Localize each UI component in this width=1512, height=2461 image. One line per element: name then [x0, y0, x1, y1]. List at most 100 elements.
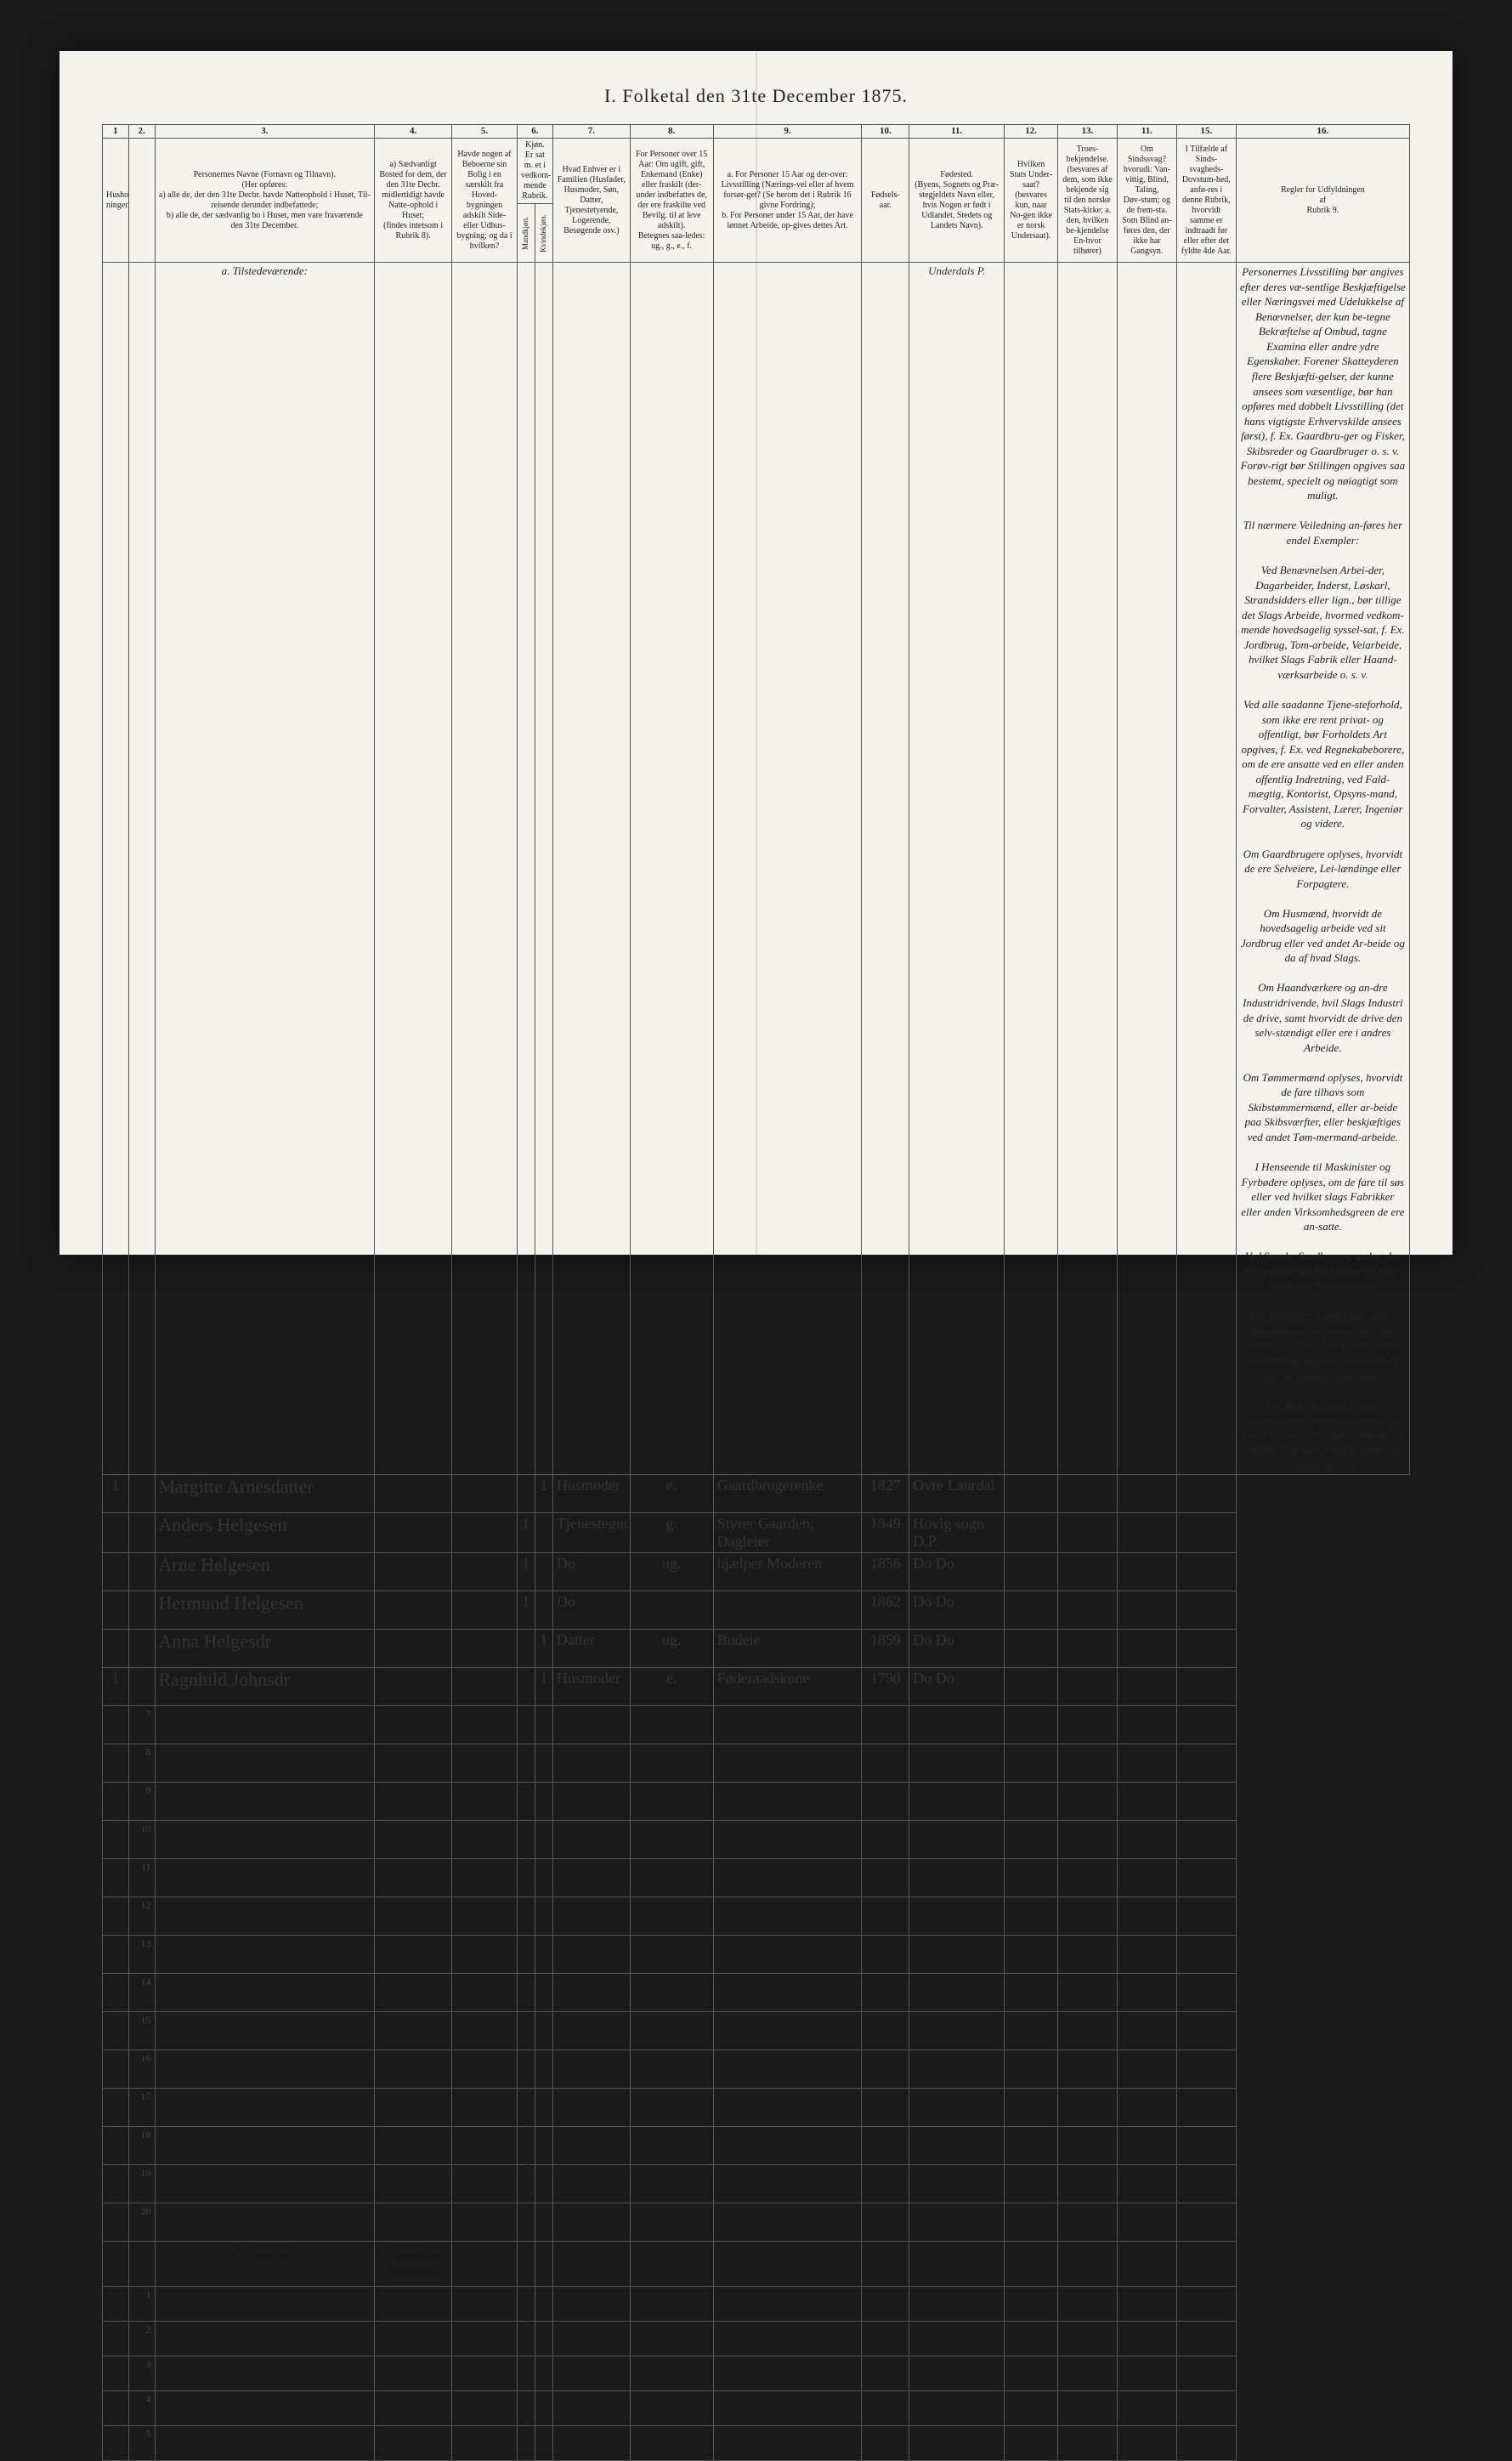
empty-cell — [1117, 2287, 1176, 2322]
section-absent-label: b. Fraværende: — [155, 2242, 375, 2287]
empty-cell — [1005, 1821, 1058, 1859]
empty-cell — [375, 1897, 452, 1936]
empty-cell — [517, 2391, 535, 2426]
empty-cell — [535, 2127, 552, 2165]
empty-cell — [1176, 1897, 1236, 1936]
person-name: Anna Helgesdr — [155, 1630, 375, 1668]
empty-cell — [375, 2203, 452, 2242]
empty-cell — [909, 2287, 1005, 2322]
empty-cell — [713, 1783, 862, 1821]
row-number: 17 — [128, 2089, 155, 2127]
col5 — [452, 1630, 518, 1668]
person-name: Margitte Arnesdatter — [155, 1475, 375, 1513]
empty-cell — [103, 2165, 129, 2203]
empty-cell — [1005, 2356, 1058, 2391]
empty-cell — [713, 1897, 862, 1936]
empty-cell — [862, 2287, 909, 2322]
relation: Husmoder — [552, 1475, 630, 1513]
household-no — [103, 1553, 129, 1591]
empty-cell — [452, 2127, 518, 2165]
empty-cell — [155, 2426, 375, 2461]
empty-cell — [1117, 1897, 1176, 1936]
empty-cell — [452, 2203, 518, 2242]
column-number: 3. — [155, 125, 375, 139]
empty-cell — [103, 2356, 129, 2391]
empty-cell — [452, 1744, 518, 1783]
row-number: 15 — [128, 2012, 155, 2050]
row-number: 13 — [128, 1936, 155, 1974]
empty-cell — [1005, 2089, 1058, 2127]
row-number: 10 — [128, 1821, 155, 1859]
empty-cell — [909, 2322, 1005, 2356]
col4 — [375, 1591, 452, 1630]
empty-cell — [862, 2127, 909, 2165]
empty-cell — [630, 2426, 713, 2461]
empty-cell — [862, 1783, 909, 1821]
empty-cell — [517, 2322, 535, 2356]
col14 — [1117, 1668, 1176, 1706]
empty-cell — [1058, 1821, 1118, 1859]
empty-cell — [552, 1859, 630, 1897]
empty-cell — [517, 1859, 535, 1897]
empty-cell — [535, 2287, 552, 2322]
table-row: 13 — [103, 1936, 1410, 1974]
empty-cell — [713, 2356, 862, 2391]
empty-cell — [862, 1897, 909, 1936]
empty-cell — [713, 2089, 862, 2127]
empty-cell — [155, 2203, 375, 2242]
empty-cell — [552, 2356, 630, 2391]
col13 — [1058, 1553, 1118, 1591]
empty-cell — [713, 2287, 862, 2322]
empty-cell — [535, 2391, 552, 2426]
empty-cell — [375, 2391, 452, 2426]
column-number: 12. — [1005, 125, 1058, 139]
occupation: Budeie — [713, 1630, 862, 1668]
column-header: Regler for Udfyldningen af Rubrik 9. — [1236, 139, 1409, 263]
empty-cell — [1176, 2356, 1236, 2391]
empty-cell — [713, 1821, 862, 1859]
col14 — [1117, 1475, 1176, 1513]
empty-cell — [552, 2287, 630, 2322]
empty-cell — [713, 1744, 862, 1783]
empty-cell — [535, 2012, 552, 2050]
empty-cell — [1005, 1744, 1058, 1783]
empty-cell — [552, 1936, 630, 1974]
col4 — [375, 1668, 452, 1706]
empty-cell — [1176, 1783, 1236, 1821]
empty-cell — [375, 1859, 452, 1897]
empty-cell — [1117, 2127, 1176, 2165]
col4 — [375, 1475, 452, 1513]
empty-cell — [155, 1897, 375, 1936]
household-no: 1 — [103, 1668, 129, 1706]
empty-cell — [1058, 2287, 1118, 2322]
empty-cell — [909, 2127, 1005, 2165]
empty-cell — [1117, 2426, 1176, 2461]
empty-cell — [713, 2391, 862, 2426]
empty-cell — [535, 1706, 552, 1744]
empty-cell — [1176, 1936, 1236, 1974]
empty-cell — [1058, 2089, 1118, 2127]
empty-cell — [1176, 2287, 1236, 2322]
col13 — [1058, 1591, 1118, 1630]
table-row: Arne Helgesen1Doug.hjælper Moderen1856Do… — [103, 1553, 1410, 1591]
empty-cell — [375, 2426, 452, 2461]
col4 — [375, 1513, 452, 1553]
empty-cell — [375, 2050, 452, 2089]
column-header: Personernes Navne (Fornavn og Tilnavn). … — [155, 139, 375, 263]
empty-cell — [452, 1783, 518, 1821]
empty-cell — [155, 2287, 375, 2322]
empty-cell — [1176, 2203, 1236, 2242]
empty-cell — [452, 1821, 518, 1859]
empty-cell — [713, 2165, 862, 2203]
empty-cell — [1176, 2322, 1236, 2356]
empty-cell — [375, 2089, 452, 2127]
empty-cell — [1058, 1974, 1118, 2012]
column-subheader: Kvindekjøn. — [535, 204, 552, 263]
col12 — [1005, 1475, 1058, 1513]
empty-cell — [862, 2165, 909, 2203]
table-row: 1Ragnhild Johnsdr1Husmodere.Føderaadskon… — [103, 1668, 1410, 1706]
row-number: 7 — [128, 1706, 155, 1744]
person-name: Anders Helgesen — [155, 1513, 375, 1553]
table-row: Anders Helgesen1Tjenestegutg.Styrer Gaar… — [103, 1513, 1410, 1553]
empty-cell — [375, 2287, 452, 2322]
